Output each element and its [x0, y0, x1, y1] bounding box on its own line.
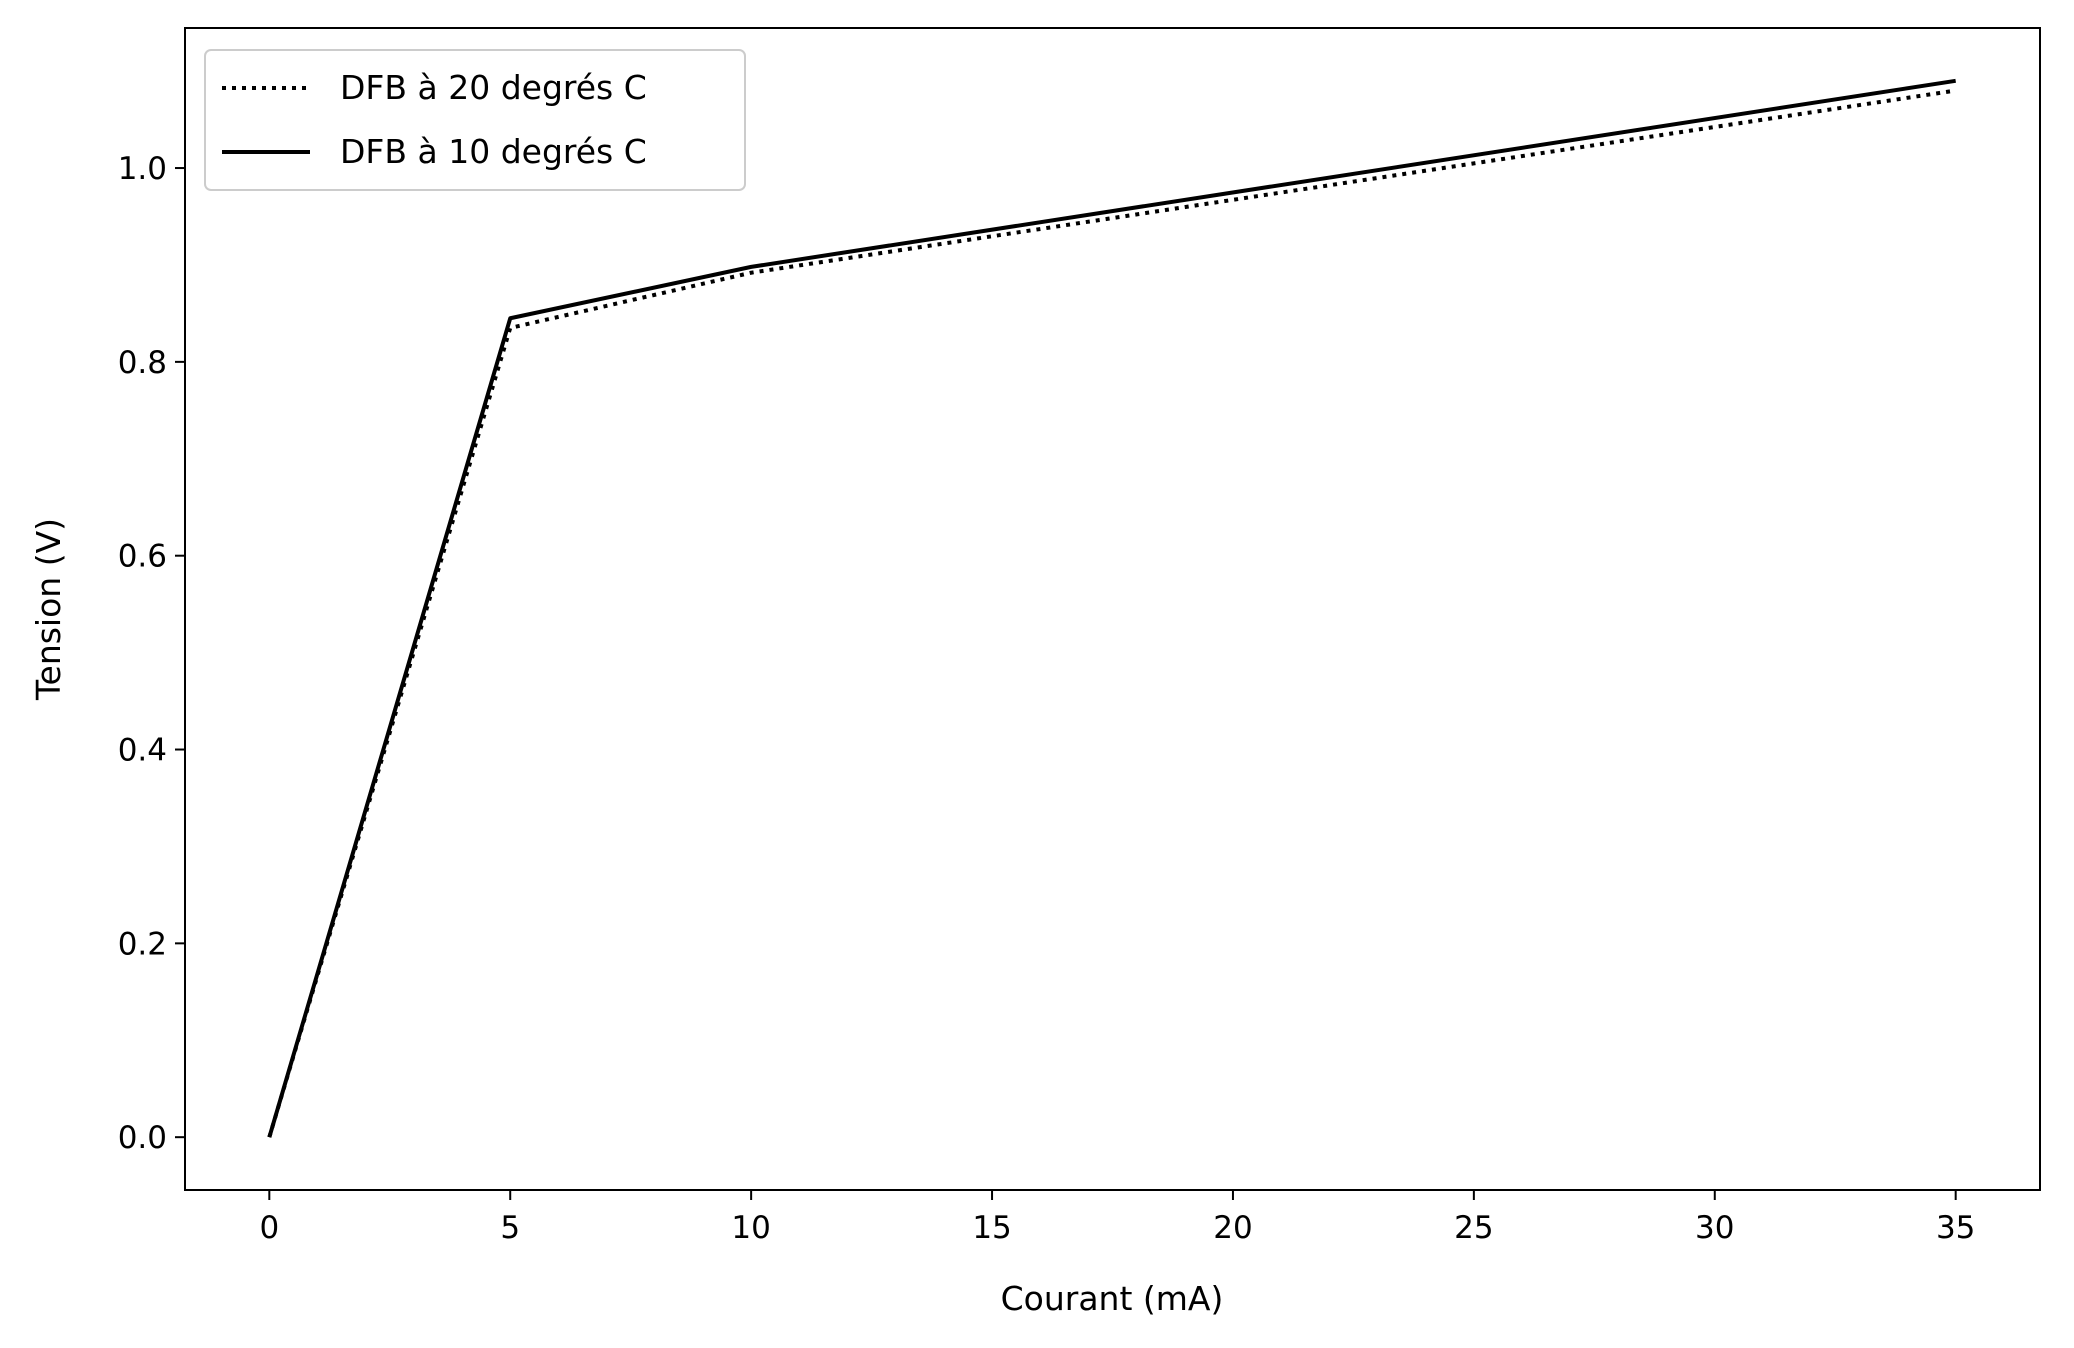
x-tick-label: 5 [500, 1210, 520, 1246]
y-axis-label: Tension (V) [29, 518, 68, 701]
y-tick-label: 0.8 [118, 345, 167, 381]
y-tick-label: 0.0 [118, 1120, 167, 1156]
series-layer [267, 78, 1956, 1138]
y-tick-label: 0.4 [118, 733, 167, 769]
x-tick-label: 35 [1936, 1210, 1975, 1246]
x-tick-label: 10 [731, 1210, 770, 1246]
y-tick-label: 1.0 [118, 151, 167, 187]
x-tick-label: 0 [259, 1210, 279, 1246]
legend-label-dfb-20: DFB à 20 degrés C [340, 68, 647, 107]
series-line-dfb-10 [267, 78, 1956, 1138]
y-tick-label: 0.6 [118, 539, 167, 575]
legend-label-dfb-10: DFB à 10 degrés C [340, 132, 647, 171]
x-tick-label: 20 [1213, 1210, 1252, 1246]
legend: DFB à 20 degrés C DFB à 10 degrés C [204, 49, 746, 191]
x-axis-label: Courant (mA) [1001, 1279, 1224, 1318]
x-tick-label: 25 [1454, 1210, 1493, 1246]
legend-box [204, 49, 746, 191]
x-tick-label: 15 [972, 1210, 1011, 1246]
ticks-layer: 0 5 10 15 20 25 30 35 0.0 0.2 0.4 0.6 0.8 1.0 [118, 151, 1976, 1246]
x-tick-label: 30 [1695, 1210, 1734, 1246]
plot-frame [184, 27, 2041, 1191]
y-tick-label: 0.2 [118, 926, 167, 962]
